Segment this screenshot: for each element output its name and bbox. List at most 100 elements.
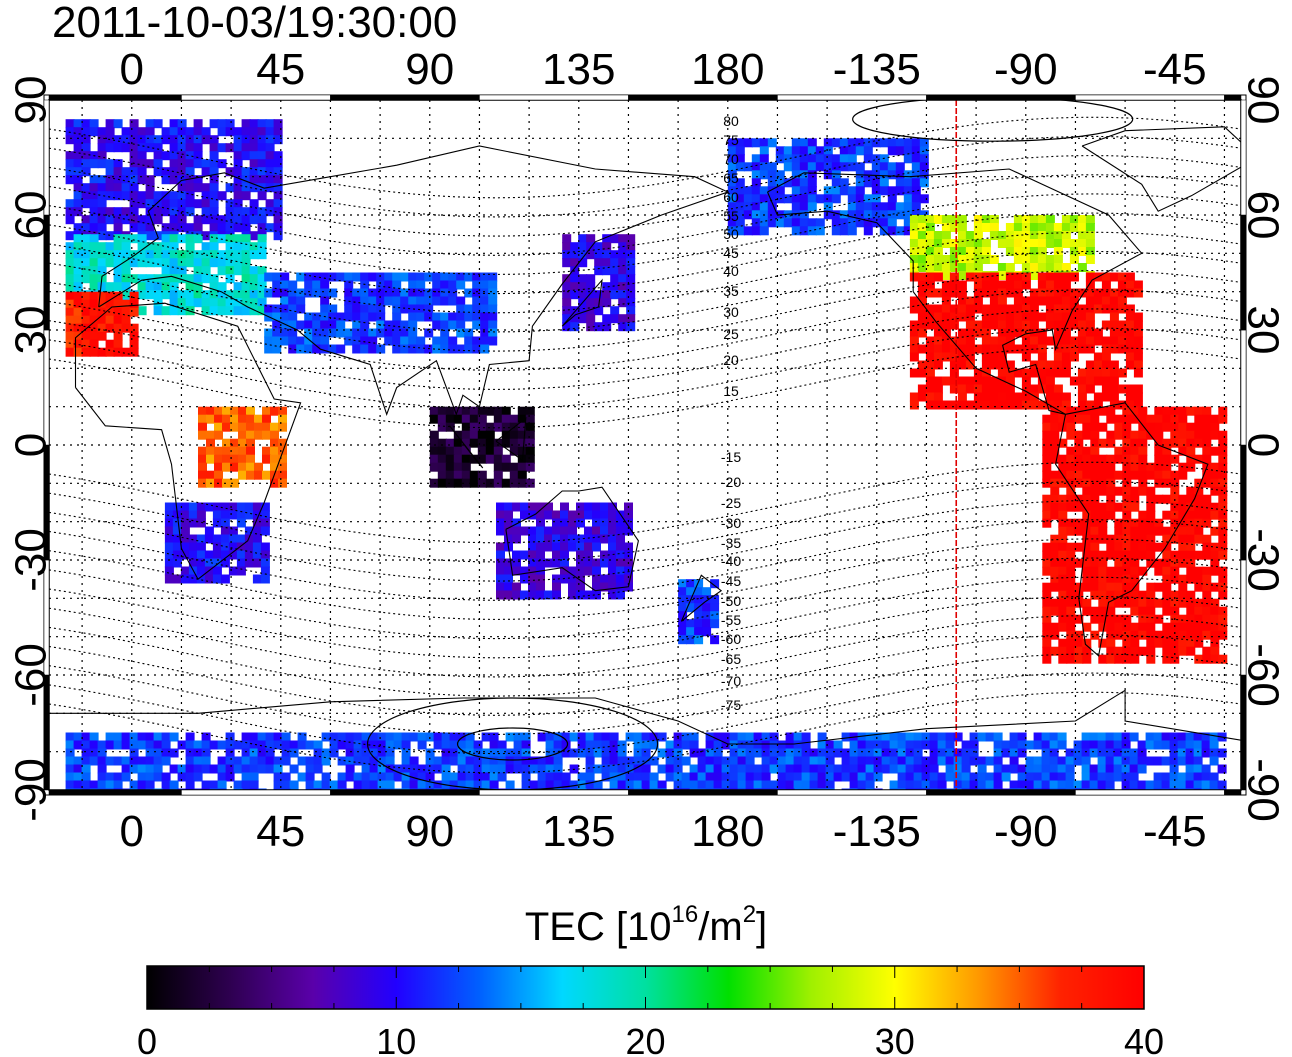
tec-cell — [801, 772, 811, 782]
tec-cell — [1053, 296, 1063, 306]
tec-cell — [1210, 566, 1220, 576]
tec-cell — [1085, 344, 1095, 354]
tec-cell — [1186, 446, 1196, 456]
tec-cell — [1202, 630, 1212, 640]
tec-cell — [217, 223, 227, 233]
tec-cell — [145, 282, 155, 292]
tec-cell — [578, 290, 588, 300]
frame-segment — [926, 789, 1076, 796]
tec-cell — [1082, 422, 1092, 432]
tec-cell — [377, 764, 387, 774]
tec-cell — [1106, 486, 1116, 496]
tec-cell — [618, 314, 628, 324]
tec-cell — [783, 178, 793, 188]
tec-cell — [713, 732, 723, 742]
tec-cell — [280, 312, 290, 322]
mag-lat-label: 55 — [723, 208, 739, 224]
tec-cell — [1082, 654, 1092, 664]
tec-cell — [1050, 646, 1060, 656]
tec-cell — [161, 258, 171, 268]
tec-cell — [525, 454, 535, 464]
tec-cell — [260, 574, 270, 584]
tec-cell — [801, 780, 811, 790]
tec-cell — [241, 780, 251, 790]
tec-cell — [1061, 280, 1071, 290]
tec-cell — [865, 764, 875, 774]
tec-cell — [1066, 622, 1076, 632]
tec-cell — [997, 384, 1007, 394]
tec-cell — [1194, 422, 1204, 432]
tec-cell — [81, 183, 91, 193]
tec-cell — [1085, 312, 1095, 322]
tec-cell — [193, 258, 203, 268]
tec-cell — [911, 210, 921, 220]
left-lat-label: -60 — [6, 643, 55, 707]
tec-cell — [586, 290, 596, 300]
tec-cell — [1193, 756, 1203, 766]
tec-cell — [81, 223, 91, 233]
tec-cell — [903, 154, 913, 164]
tec-cell — [1009, 764, 1019, 774]
tec-cell — [949, 255, 959, 264]
tec-cell — [544, 542, 553, 552]
tec-cell — [1194, 606, 1204, 616]
tec-cell — [823, 154, 833, 164]
tec-cell — [997, 344, 1007, 354]
tec-cell — [545, 732, 555, 742]
tec-cell — [361, 732, 371, 742]
tec-cell — [289, 748, 299, 758]
tec-cell — [965, 304, 975, 314]
tec-cell — [989, 312, 999, 322]
tec-cell — [1125, 328, 1135, 338]
tec-cell — [593, 748, 603, 758]
tec-cell — [997, 368, 1007, 378]
tec-cell — [743, 186, 753, 196]
tec-cell — [304, 312, 314, 322]
tec-cell — [618, 290, 628, 300]
tec-cell — [521, 756, 531, 766]
tec-cell — [1153, 740, 1163, 750]
mag-lat-label: -50 — [721, 593, 741, 609]
tec-cell — [129, 199, 139, 209]
tec-cell — [97, 331, 107, 341]
tec-cell — [225, 274, 235, 284]
tec-cell — [592, 518, 601, 528]
tec-cell — [65, 250, 75, 260]
tec-cell — [1194, 614, 1204, 624]
tec-cell — [1074, 454, 1084, 464]
tec-cell — [280, 272, 290, 282]
tec-cell — [1114, 430, 1124, 440]
tec-cell — [241, 143, 251, 153]
tec-cell — [1117, 296, 1127, 306]
frame-segment — [926, 94, 1076, 101]
tec-cell — [1218, 590, 1228, 600]
tec-cell — [560, 502, 569, 512]
tec-cell — [201, 764, 211, 774]
map-frame — [43, 94, 1247, 796]
coastline — [98, 145, 730, 416]
tec-cell — [368, 304, 378, 314]
mag-contour — [49, 155, 1241, 237]
tec-cell — [895, 226, 905, 236]
tec-cell — [392, 312, 402, 322]
tec-cell — [1082, 558, 1092, 568]
tec-cell — [73, 732, 83, 742]
tec-cell — [321, 772, 331, 782]
tec-cell — [1021, 328, 1031, 338]
tec-cell — [204, 574, 214, 584]
tec-cell — [465, 732, 475, 742]
tec-cell — [831, 178, 841, 188]
tec-cell — [561, 732, 571, 742]
tec-cell — [925, 400, 935, 410]
tec-cell — [236, 510, 246, 520]
tec-cell — [230, 414, 239, 424]
tec-cell — [889, 780, 899, 790]
tec-cell — [212, 534, 222, 544]
tec-cell — [921, 756, 931, 766]
tec-cell — [305, 772, 315, 782]
tec-cell — [799, 186, 809, 196]
tec-cell — [626, 250, 636, 260]
tec-cell — [785, 732, 795, 742]
tec-cell — [1154, 526, 1164, 536]
tec-cell — [1077, 312, 1087, 322]
